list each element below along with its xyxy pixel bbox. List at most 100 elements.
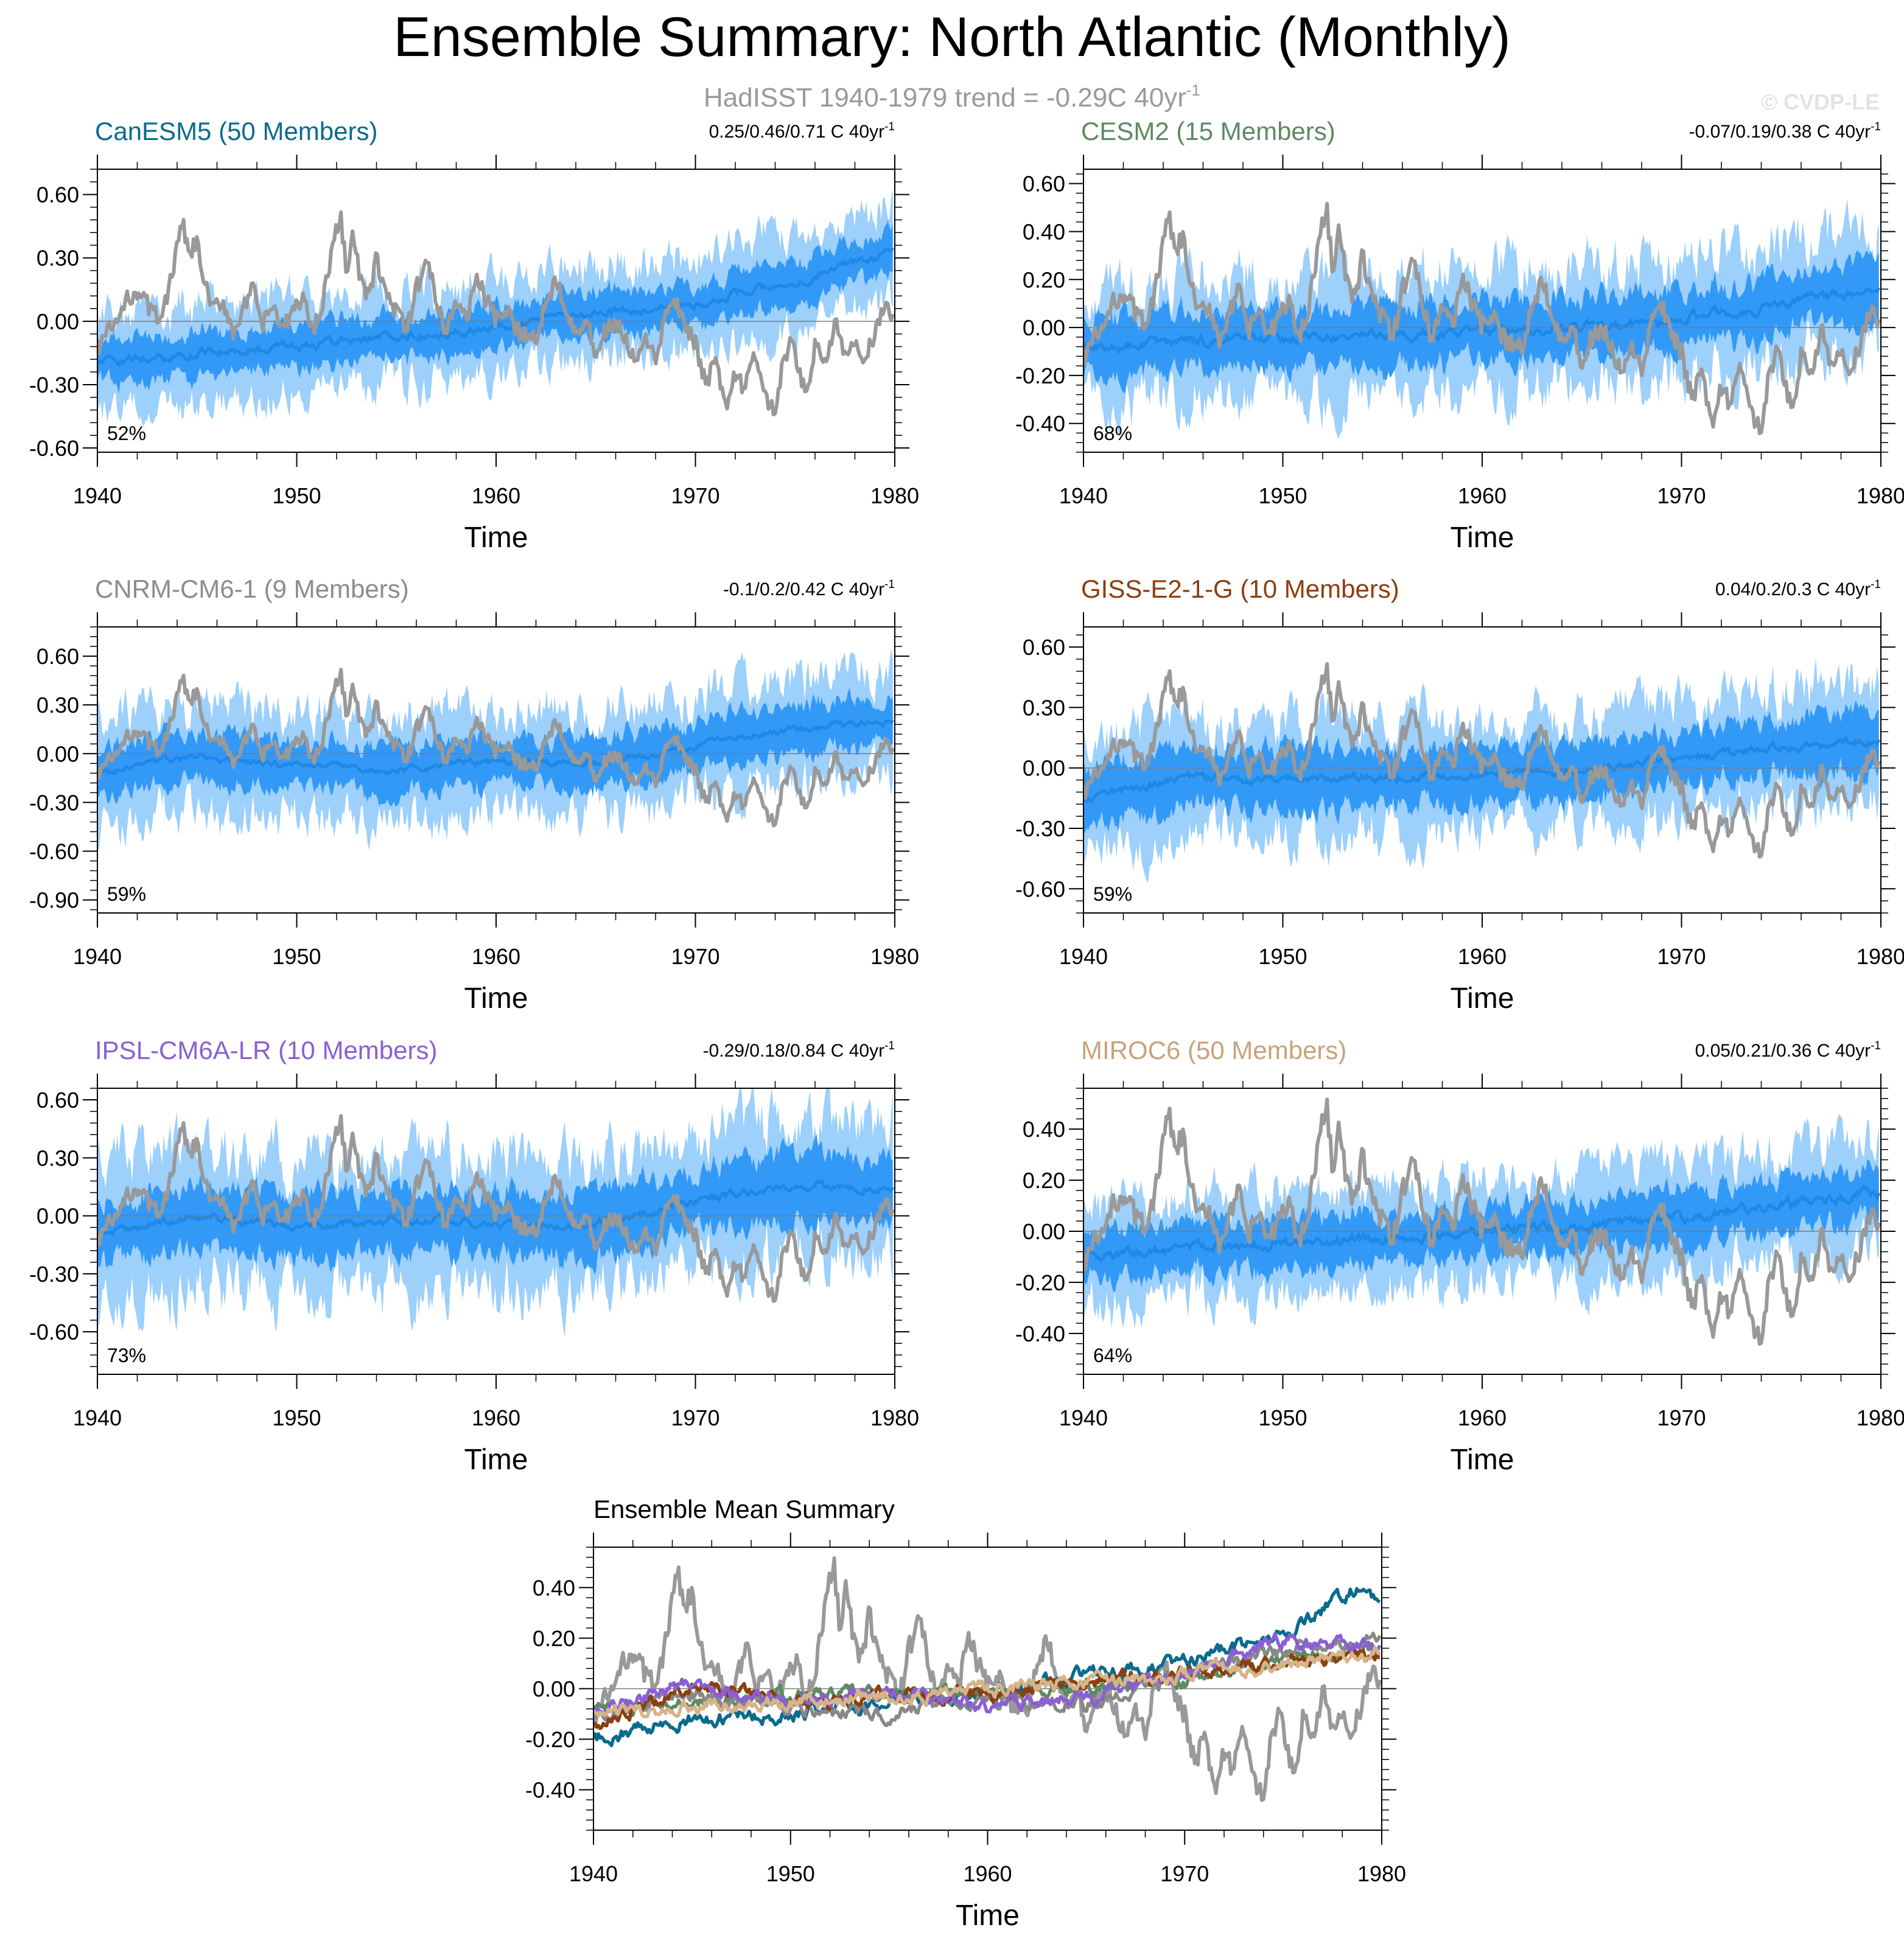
x-tick-label: 1970 bbox=[671, 483, 719, 508]
y-tick-label: 0.40 bbox=[1023, 219, 1065, 244]
chart-panel-6: 0.40 0.20 0.00 -0.20 -0.40 1940 1950 1960 1970 19… bbox=[525, 1495, 1406, 1932]
chart-panel-2: 0.60 0.30 0.00 -0.30 -0.60 -0.90 1940 1950 1960 1… bbox=[29, 575, 919, 1015]
hadisst-observed-line bbox=[1083, 662, 1881, 859]
x-tick-label: 1950 bbox=[1258, 944, 1307, 969]
y-tick-label: 0.00 bbox=[1023, 1219, 1065, 1244]
x-axis-title: Time bbox=[464, 982, 528, 1015]
hadisst-observed-line bbox=[593, 1556, 1382, 1802]
x-tick-label: 1980 bbox=[1857, 944, 1904, 969]
hadisst-observed-line bbox=[97, 210, 895, 417]
x-axis-title: Time bbox=[1451, 1444, 1514, 1476]
x-tick-label: 1960 bbox=[963, 1861, 1012, 1886]
y-tick-label: 0.20 bbox=[533, 1626, 575, 1651]
panel-title: IPSL-CM6A-LR (10 Members) bbox=[95, 1036, 437, 1065]
trend-range-label: 0.05/0.21/0.36 C 40yr-1 bbox=[1695, 1040, 1881, 1061]
x-axis-title: Time bbox=[464, 522, 528, 554]
y-tick-label: 0.30 bbox=[1023, 695, 1065, 720]
x-tick-label: 1950 bbox=[272, 483, 321, 508]
plot-area bbox=[97, 1088, 895, 1337]
x-axis-title: Time bbox=[464, 1444, 528, 1476]
panel-title: MIROC6 (50 Members) bbox=[1081, 1036, 1346, 1065]
plot-area bbox=[97, 648, 895, 851]
chart-panel-4: 0.60 0.30 0.00 -0.30 -0.60 1940 1950 1960 1970 19… bbox=[29, 1036, 919, 1476]
y-tick-label: 0.30 bbox=[37, 1145, 79, 1170]
x-tick-label: 1940 bbox=[73, 483, 122, 508]
y-tick-label: 0.20 bbox=[1023, 267, 1065, 292]
plot-area bbox=[1083, 199, 1881, 439]
chart-panel-0: 0.60 0.30 0.00 -0.30 -0.60 1940 1950 1960 1970 19… bbox=[29, 117, 919, 554]
x-tick-label: 1980 bbox=[1857, 483, 1904, 508]
panels: 0.60 0.30 0.00 -0.30 -0.60 1940 1950 1960 1970 19… bbox=[29, 117, 1904, 1932]
y-tick-label: 0.60 bbox=[1023, 635, 1065, 660]
series-line-miroc6 bbox=[593, 1646, 1381, 1719]
x-tick-label: 1980 bbox=[1357, 1861, 1406, 1886]
chart-panel-5: 0.40 0.20 0.00 -0.20 -0.40 1940 1950 1960 1970 19… bbox=[1015, 1036, 1904, 1476]
hadisst-observed-line bbox=[1083, 1097, 1881, 1346]
y-tick-label: -0.60 bbox=[1015, 876, 1065, 901]
x-tick-label: 1940 bbox=[73, 1405, 122, 1430]
hadisst-observed-line bbox=[1083, 201, 1881, 436]
x-tick-label: 1970 bbox=[1160, 1861, 1209, 1886]
panel-title: CESM2 (15 Members) bbox=[1081, 117, 1335, 145]
trend-range-label: 0.25/0.46/0.71 C 40yr-1 bbox=[709, 121, 895, 142]
chart-panel-1: 0.60 0.40 0.20 0.00 -0.20 -0.40 1940 1950 1960 19… bbox=[1015, 117, 1904, 554]
panel-title: Ensemble Mean Summary bbox=[593, 1495, 895, 1523]
x-tick-label: 1940 bbox=[73, 944, 122, 969]
x-axis-title: Time bbox=[1451, 522, 1514, 554]
hadisst-observed-line bbox=[97, 1114, 895, 1303]
panel-title: CNRM-CM6-1 (9 Members) bbox=[95, 575, 409, 603]
plot-area bbox=[97, 189, 895, 427]
y-tick-label: -0.40 bbox=[525, 1778, 575, 1803]
y-tick-label: -0.90 bbox=[29, 888, 79, 913]
x-tick-label: 1980 bbox=[1857, 1405, 1904, 1430]
x-tick-label: 1950 bbox=[766, 1861, 815, 1886]
y-tick-label: -0.30 bbox=[1015, 816, 1065, 841]
x-tick-label: 1970 bbox=[671, 944, 719, 969]
x-tick-label: 1940 bbox=[569, 1861, 618, 1886]
y-tick-label: 0.30 bbox=[37, 693, 79, 718]
trend-range-label: -0.29/0.18/0.84 C 40yr-1 bbox=[703, 1040, 895, 1061]
x-tick-label: 1950 bbox=[1258, 483, 1307, 508]
y-tick-label: 0.30 bbox=[37, 246, 79, 271]
y-tick-label: -0.60 bbox=[29, 1320, 79, 1344]
y-tick-label: -0.30 bbox=[29, 372, 79, 397]
percent-label: 59% bbox=[1093, 883, 1132, 905]
x-tick-label: 1950 bbox=[272, 944, 321, 969]
x-tick-label: 1960 bbox=[1458, 1405, 1507, 1430]
watermark: © CVDP-LE bbox=[1761, 89, 1880, 114]
y-tick-label: 0.60 bbox=[37, 644, 79, 669]
y-tick-label: -0.20 bbox=[1015, 1270, 1065, 1295]
x-tick-label: 1940 bbox=[1059, 1405, 1108, 1430]
y-tick-label: -0.30 bbox=[29, 790, 79, 815]
chart-panel-3: 0.60 0.30 0.00 -0.30 -0.60 1940 1950 1960 1970 19… bbox=[1015, 575, 1904, 1015]
plot-area bbox=[593, 1556, 1382, 1802]
percent-label: 73% bbox=[107, 1344, 146, 1366]
figure-title: Ensemble Summary: North Atlantic (Monthl… bbox=[393, 6, 1511, 68]
x-tick-label: 1960 bbox=[1458, 483, 1507, 508]
x-tick-label: 1970 bbox=[1657, 1405, 1706, 1430]
panel-title: CanESM5 (50 Members) bbox=[95, 117, 377, 145]
y-tick-label: -0.20 bbox=[1015, 363, 1065, 388]
y-tick-label: 0.00 bbox=[37, 1204, 79, 1229]
x-tick-label: 1970 bbox=[1657, 483, 1706, 508]
trend-range-label: -0.07/0.19/0.38 C 40yr-1 bbox=[1689, 121, 1881, 142]
y-tick-label: 0.00 bbox=[533, 1677, 575, 1702]
x-axis-title: Time bbox=[1451, 982, 1514, 1015]
y-tick-label: 0.00 bbox=[1023, 315, 1065, 340]
y-tick-label: -0.40 bbox=[1015, 411, 1065, 436]
trend-range-label: 0.04/0.2/0.3 C 40yr-1 bbox=[1715, 578, 1881, 600]
x-tick-label: 1960 bbox=[472, 1405, 520, 1430]
x-tick-label: 1980 bbox=[870, 483, 919, 508]
x-axis-title: Time bbox=[956, 1900, 1020, 1932]
y-tick-label: 0.60 bbox=[37, 1088, 79, 1113]
percent-label: 68% bbox=[1093, 422, 1132, 444]
y-tick-label: 0.00 bbox=[37, 309, 79, 334]
figure-subtitle-text: HadISST 1940-1979 trend = -0.29C 40yr bbox=[704, 83, 1186, 113]
x-tick-label: 1960 bbox=[1458, 944, 1507, 969]
plot-area bbox=[1083, 1097, 1881, 1346]
x-tick-label: 1950 bbox=[1258, 1405, 1307, 1430]
y-tick-label: -0.60 bbox=[29, 839, 79, 864]
trend-range-label: -0.1/0.2/0.42 C 40yr-1 bbox=[723, 578, 895, 600]
figure-subtitle-sup: -1 bbox=[1186, 81, 1200, 99]
